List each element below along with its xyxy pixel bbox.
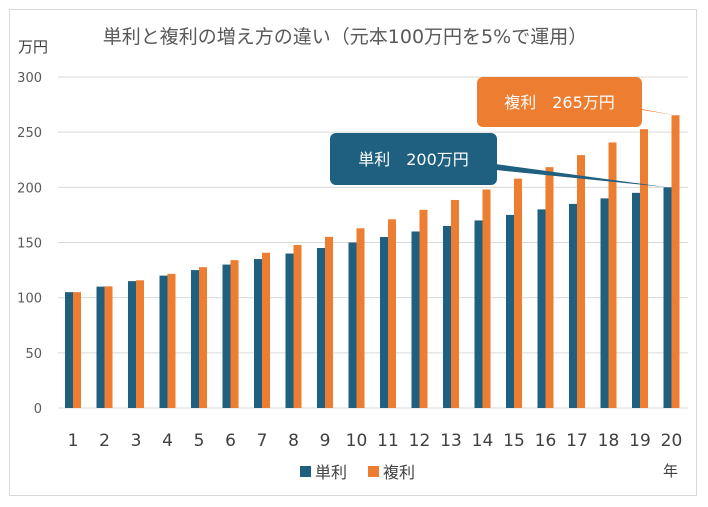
bar-compound: [577, 155, 585, 408]
x-tick-label: 15: [503, 431, 525, 451]
callout-pointer: [636, 108, 676, 116]
y-tick-label: 200: [17, 181, 42, 196]
bar-compound: [199, 267, 207, 408]
x-tick-label: 7: [257, 431, 268, 451]
bar-simple: [443, 225, 451, 408]
callout-label: 複利 265万円: [504, 93, 615, 112]
x-tick-label: 5: [194, 431, 205, 451]
bar-compound: [356, 228, 365, 408]
x-tick-label: 1: [68, 431, 79, 451]
bar-simple: [348, 242, 357, 408]
x-tick-label: 9: [320, 431, 331, 451]
x-tick-label: 4: [162, 431, 173, 451]
bar-simple: [537, 209, 546, 408]
bar-compound: [262, 252, 270, 408]
bar-compound: [167, 273, 176, 408]
bar-simple: [285, 253, 294, 408]
x-tick-label: 10: [346, 431, 368, 451]
callout-label: 単利 200万円: [358, 150, 469, 169]
x-tick-label: 11: [377, 431, 399, 451]
bar-simple: [254, 259, 262, 408]
x-tick-label: 17: [566, 431, 588, 451]
bar-simple: [411, 231, 420, 408]
x-tick-label: 20: [661, 431, 683, 451]
y-tick-label: 100: [17, 292, 42, 307]
bar-simple: [569, 203, 577, 408]
x-tick-labels: 1 2 3 4 5 6 7 8 9 10 11 12 13 14 15 16 17 18 19 20: [68, 431, 683, 451]
x-tick-label: 18: [598, 431, 620, 451]
x-axis-unit: 年: [663, 462, 678, 480]
bar-simple: [65, 292, 73, 408]
bar-simple: [317, 248, 325, 408]
x-tick-label: 8: [288, 431, 299, 451]
x-tick-label: 14: [472, 431, 494, 451]
y-tick-label: 300: [17, 71, 42, 86]
bar-simple: [474, 220, 483, 408]
y-tick-label: 150: [17, 237, 42, 252]
bar-compound: [671, 115, 680, 408]
x-tick-label: 6: [225, 431, 236, 451]
bar-compound: [388, 219, 396, 408]
y-tick-label: 0: [34, 402, 42, 417]
x-tick-label: 3: [131, 431, 142, 451]
legend: 単利 複利: [300, 463, 415, 482]
x-tick-label: 19: [629, 431, 651, 451]
y-tick-labels: 0 50 100 150 200 250 300: [17, 71, 42, 417]
bar-compound: [608, 142, 617, 408]
x-tick-label: 12: [409, 431, 431, 451]
bar-compound: [230, 260, 239, 408]
bars: [65, 115, 680, 408]
chart-title: 単利と複利の増え方の違い（元本100万円を5%で運用）: [103, 26, 587, 48]
bar-simple: [600, 198, 609, 408]
bar-compound: [104, 286, 113, 408]
y-axis-unit: 万円: [18, 38, 48, 56]
bar-simple: [159, 275, 168, 408]
bar-simple: [222, 264, 231, 408]
callout-box: [477, 77, 642, 127]
legend-label: 単利: [315, 463, 347, 482]
callout-pointer: [488, 163, 668, 188]
bar-simple: [96, 286, 105, 408]
legend-swatch: [300, 466, 311, 477]
bar-simple: [632, 192, 640, 408]
bar-simple: [380, 236, 388, 408]
bar-simple: [506, 214, 514, 408]
bar-simple: [663, 187, 672, 408]
bar-compound: [73, 292, 81, 408]
bar-compound: [293, 244, 302, 408]
legend-swatch: [368, 466, 379, 477]
x-tick-label: 13: [440, 431, 462, 451]
bar-compound: [136, 280, 144, 408]
bar-simple: [191, 270, 199, 408]
bar-compound: [514, 178, 522, 408]
y-tick-label: 50: [25, 347, 42, 362]
legend-label: 複利: [383, 463, 415, 482]
bar-compound: [325, 236, 333, 408]
x-tick-label: 16: [535, 431, 557, 451]
x-tick-label: 2: [99, 431, 110, 451]
bar-compound: [482, 189, 491, 408]
y-tick-label: 250: [17, 126, 42, 141]
bar-compound: [640, 129, 648, 408]
bar-compound: [419, 209, 428, 408]
callout-box: [330, 133, 497, 185]
bar-compound: [451, 199, 459, 408]
bar-compound: [545, 167, 554, 408]
bar-simple: [128, 281, 136, 408]
